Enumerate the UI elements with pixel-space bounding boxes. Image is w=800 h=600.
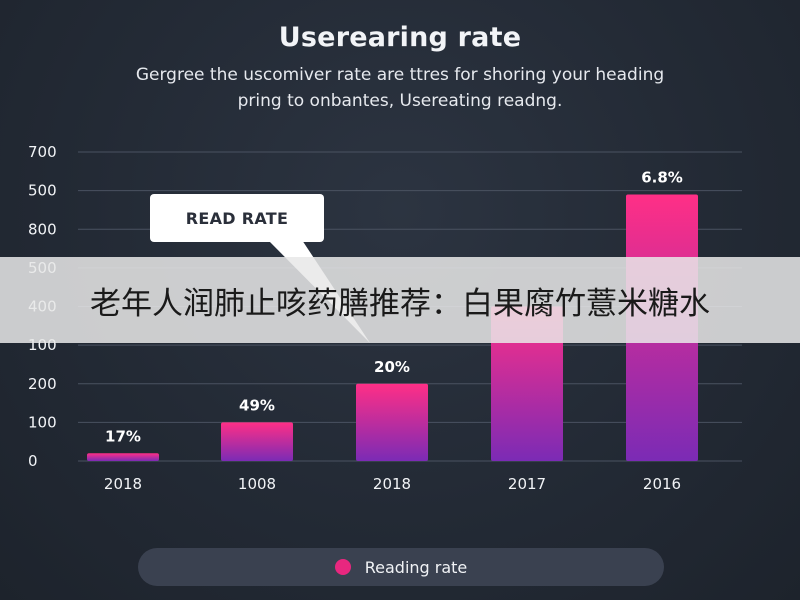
bar: [221, 422, 293, 461]
bar-data-label: 17%: [105, 427, 141, 445]
y-tick-label: 800: [28, 220, 57, 238]
bar-data-label: 49%: [239, 396, 275, 414]
read-rate-callout: READ RATE: [150, 194, 324, 242]
x-tick-label: 2016: [643, 475, 681, 493]
subtitle-line: Gergree the uscomiver rate are ttres for…: [135, 65, 665, 85]
y-tick-label: 200: [28, 375, 57, 393]
bar: [356, 383, 428, 461]
y-tick-label: 500: [28, 182, 57, 200]
y-tick-label: 0: [28, 452, 38, 470]
legend-label: Reading rate: [364, 557, 468, 577]
legend-swatch: [334, 559, 351, 575]
y-tick-label: 700: [28, 143, 57, 161]
y-tick-label: 100: [28, 413, 57, 431]
overlay-banner: 老年人润肺止咳药膳推荐：白果腐竹薏米糖水: [0, 257, 800, 343]
bar-data-label: 6.8%: [641, 168, 683, 186]
bar-data-label: 20%: [374, 358, 410, 376]
subtitle-line: pring to onbantes, Usereating readng.: [237, 91, 563, 111]
bar: [491, 306, 563, 461]
chart-title: Userearing rate: [278, 22, 522, 53]
bar: [87, 453, 159, 461]
x-tick-label: 2017: [508, 475, 546, 493]
x-tick-label: 1008: [238, 475, 276, 493]
x-tick-label: 2018: [104, 475, 142, 493]
chart-legend: Reading rate: [138, 548, 664, 586]
chart-subtitle: Gergree the uscomiver rate are ttres for…: [60, 62, 740, 114]
x-tick-label: 2018: [373, 475, 411, 493]
